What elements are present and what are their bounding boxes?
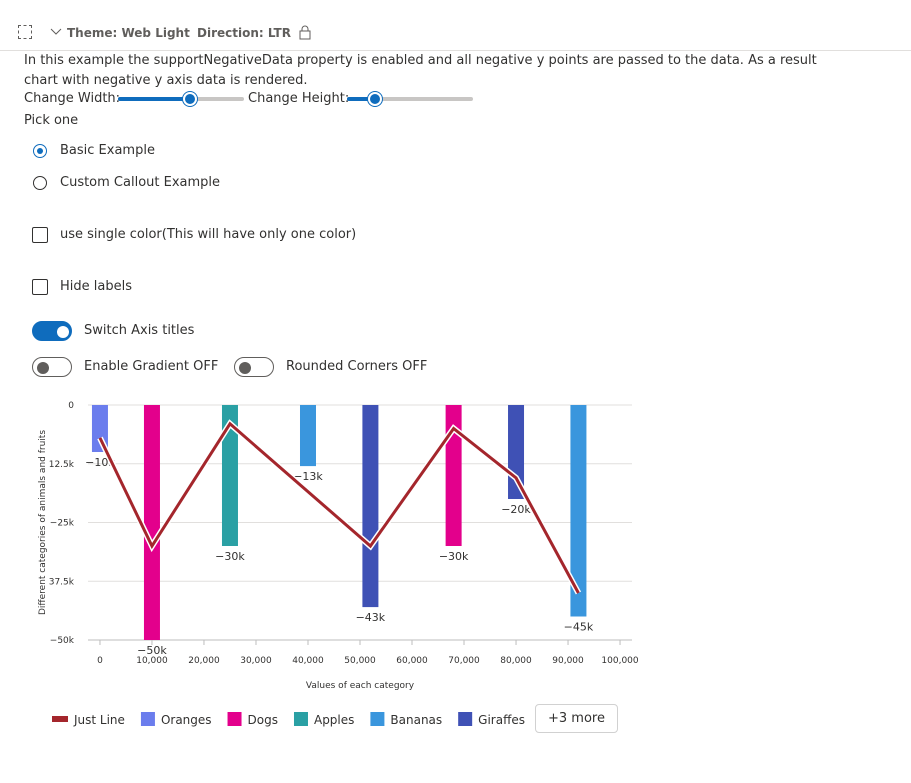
legend-label[interactable]: Bananas — [390, 713, 442, 727]
theme-label[interactable]: Theme: Web Light — [67, 26, 190, 40]
checkbox-label[interactable]: Hide labels — [60, 279, 132, 294]
checkbox[interactable] — [32, 279, 48, 295]
width-label: Change Width: — [24, 91, 121, 106]
direction-label[interactable]: Direction: LTR — [197, 26, 291, 40]
x-tick-label: 70,000 — [448, 656, 480, 666]
x-tick-label: 30,000 — [240, 656, 272, 666]
legend-label[interactable]: Dogs — [248, 713, 278, 727]
toggle[interactable] — [32, 357, 72, 377]
radio-button[interactable] — [33, 144, 47, 158]
bar[interactable] — [299, 405, 316, 467]
bar[interactable] — [445, 405, 462, 546]
x-tick-label: 20,000 — [188, 656, 220, 666]
bar[interactable] — [570, 405, 587, 617]
radio-button[interactable] — [33, 176, 47, 190]
legend-swatch[interactable] — [52, 716, 68, 722]
value-label: −50k — [137, 644, 167, 657]
toggle-label[interactable]: Rounded Corners OFF — [286, 359, 428, 374]
select-icon[interactable] — [18, 25, 32, 39]
legend-label[interactable]: Giraffes — [478, 713, 525, 727]
toggle[interactable] — [234, 357, 274, 377]
value-label: −43k — [356, 611, 386, 624]
checkbox[interactable] — [32, 227, 48, 243]
x-tick-label: 50,000 — [344, 656, 376, 666]
value-label: −20k — [501, 503, 531, 516]
toggle-label[interactable]: Enable Gradient OFF — [84, 359, 219, 374]
legend-label[interactable]: Apples — [314, 713, 354, 727]
more-button[interactable]: +3 more — [535, 704, 618, 733]
width-slider[interactable] — [118, 92, 244, 106]
toggle[interactable] — [32, 321, 72, 341]
x-tick-label: 80,000 — [500, 656, 532, 666]
legend-swatch[interactable] — [370, 712, 385, 726]
x-tick-label: 90,000 — [552, 656, 584, 666]
legend-swatch[interactable] — [293, 712, 308, 726]
value-label: −30k — [215, 550, 245, 563]
x-tick-label: 100,000 — [601, 656, 638, 666]
y-axis-title: Different categories of animals and frui… — [38, 430, 48, 615]
divider — [0, 50, 911, 51]
bar[interactable] — [221, 405, 238, 546]
lock-icon[interactable] — [298, 25, 312, 40]
x-tick-label: 40,000 — [292, 656, 324, 666]
value-label: −45k — [564, 621, 594, 634]
toggle-label[interactable]: Switch Axis titles — [84, 323, 195, 338]
y-tick-label: −50k — [50, 636, 75, 646]
line[interactable] — [98, 421, 580, 594]
height-label: Change Height: — [248, 91, 350, 106]
legend-swatch[interactable] — [458, 712, 473, 726]
height-slider[interactable] — [347, 92, 473, 106]
y-tick-label: 37.5k — [49, 577, 75, 587]
y-tick-label: −25k — [50, 519, 75, 529]
radio-label[interactable]: Custom Callout Example — [60, 175, 221, 190]
checkbox-label[interactable]: use single color(This will have only one… — [60, 227, 357, 242]
chart: 0 12.5k −25k 37.5k −50k 0 10,000 20,000 30,000 40… — [38, 401, 639, 727]
legend-label[interactable]: Oranges — [161, 713, 212, 727]
value-label: −13k — [293, 470, 323, 483]
legend-swatch[interactable] — [227, 712, 242, 726]
x-tick-label: 60,000 — [396, 656, 428, 666]
pick-label: Pick one — [24, 113, 79, 128]
x-tick-label: 0 — [97, 656, 103, 666]
x-tick-label: 10,000 — [136, 656, 168, 666]
radio-label[interactable]: Basic Example — [60, 143, 155, 158]
y-tick-label: 12.5k — [49, 460, 75, 470]
description: In this example the supportNegativeData … — [24, 53, 817, 88]
bar[interactable] — [362, 405, 379, 608]
x-axis-title: Values of each category — [306, 681, 415, 691]
bar[interactable] — [143, 405, 160, 640]
legend-swatch[interactable] — [140, 712, 155, 726]
legend-label[interactable]: Just Line — [73, 713, 125, 727]
chevron[interactable] — [50, 28, 62, 36]
value-label: −30k — [439, 550, 469, 563]
y-tick-label: 0 — [68, 401, 74, 411]
